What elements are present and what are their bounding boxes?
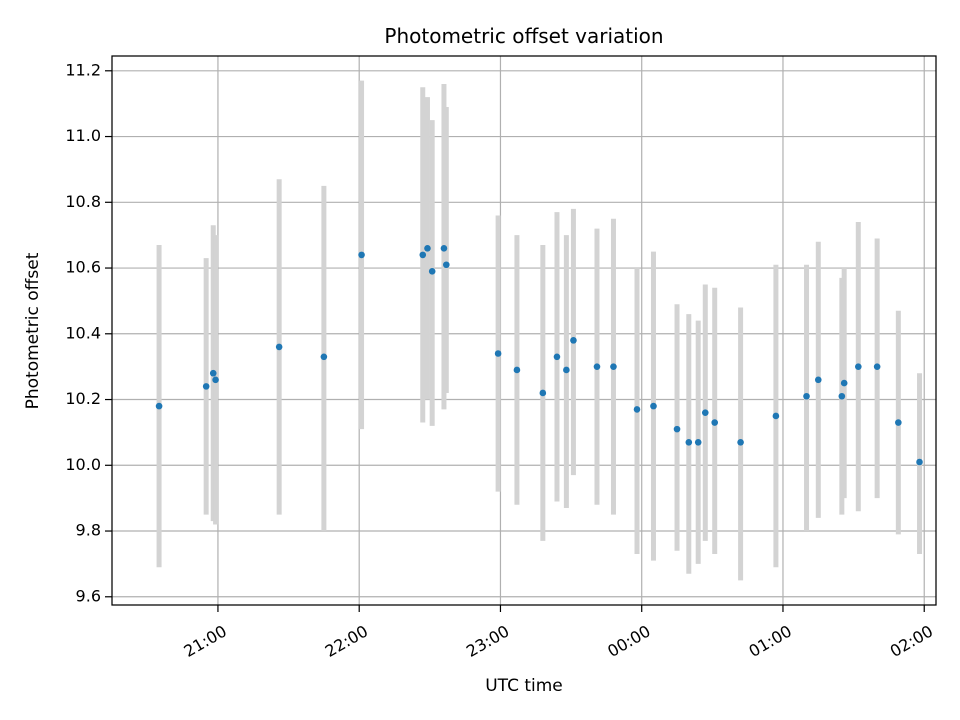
data-point-11 (443, 261, 450, 269)
y-tick-label-8: 11.2 (65, 60, 101, 79)
data-point-1 (202, 383, 210, 390)
data-point-5 (320, 353, 328, 361)
data-point-31 (838, 392, 846, 400)
grid (112, 56, 936, 605)
data-point-32 (840, 379, 848, 387)
y-tick-label-6: 10.8 (65, 192, 101, 211)
data-point-4 (275, 343, 283, 351)
plot-frame (111, 55, 937, 606)
data-point-20 (633, 406, 641, 413)
data-point-6 (358, 251, 365, 259)
data-point-30 (814, 376, 822, 384)
data-point-15 (553, 353, 561, 361)
y-tick-label-2: 10.0 (65, 455, 101, 474)
y-tick-label-3: 10.2 (65, 389, 101, 408)
y-tick-label-5: 10.6 (65, 258, 101, 277)
y-tick-label-7: 11.0 (65, 126, 101, 145)
data-point-34 (873, 363, 881, 370)
data-point-33 (855, 363, 862, 370)
y-axis: 9.6 9.8 10.0 10.2 10.4 10.6 10.8 11.0 11.2 (65, 60, 112, 605)
data-point-26 (711, 419, 718, 426)
data-point-2 (209, 369, 217, 377)
data-point-8 (424, 245, 431, 252)
data-point-35 (895, 419, 902, 426)
y-tick-label-4: 10.4 (65, 323, 101, 342)
data-point-29 (803, 392, 810, 400)
data-point-27 (737, 438, 744, 446)
data-point-24 (694, 438, 702, 446)
data-point-12 (494, 350, 502, 357)
data-point-9 (428, 268, 436, 275)
x-axis-label: UTC time (485, 676, 563, 696)
data-point-28 (772, 412, 780, 420)
data-point-21 (650, 402, 657, 410)
data-point-3 (212, 376, 219, 384)
data-point-13 (513, 366, 521, 374)
data-point-14 (539, 389, 547, 397)
data-point-25 (701, 409, 709, 416)
data-point-22 (673, 425, 681, 433)
data-point-16 (563, 366, 570, 374)
data-point-18 (593, 363, 601, 370)
chart-title: Photometric offset variation (384, 24, 663, 48)
data-point-17 (570, 337, 577, 344)
y-axis-label: Photometric offset (23, 252, 43, 409)
data-points (155, 245, 923, 466)
y-tick-label-1: 9.8 (76, 521, 101, 540)
data-point-10 (440, 245, 448, 252)
data-point-19 (610, 363, 617, 370)
data-point-7 (419, 251, 427, 259)
data-point-23 (685, 438, 693, 446)
y-tick-label-0: 9.6 (76, 586, 101, 605)
data-point-36 (916, 458, 923, 466)
data-point-0 (155, 402, 163, 410)
